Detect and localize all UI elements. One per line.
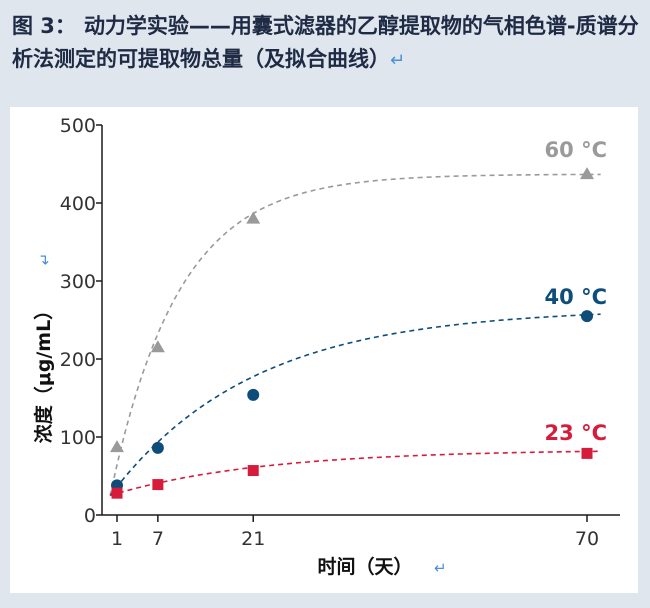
plot-panel: 0 100 200 300 400 500 1 7 21 70 60 °C 40 °C 23 °C … — [10, 107, 638, 593]
data-point-40c — [151, 441, 164, 454]
data-point-40c — [581, 310, 593, 323]
x-axis-label: 时间（天） — [317, 555, 412, 578]
series-label-23c: 23 °C — [545, 421, 607, 445]
data-points — [110, 167, 594, 499]
data-point-23c — [247, 465, 259, 477]
y-tick-label: 100 — [60, 427, 96, 449]
data-point-60c — [580, 167, 594, 180]
y-ticks: 0 100 200 300 400 500 — [60, 115, 102, 527]
x-ticks: 1 7 21 70 — [111, 515, 599, 550]
data-point-60c — [246, 211, 261, 224]
series-label-40c: 40 °C — [545, 285, 607, 309]
figure-number: 图 3： — [12, 14, 76, 38]
fit-curves — [109, 173, 601, 497]
figure-caption: 图 3： 动力学实验——用囊式滤器的乙醇提取物的气相色谱-质谱分析法测定的可提取物… — [12, 10, 640, 77]
data-point-23c — [111, 487, 123, 499]
x-tick-label: 7 — [152, 528, 164, 550]
data-point-23c — [581, 447, 593, 459]
axes — [101, 125, 620, 516]
fit-curve-40c — [109, 313, 601, 496]
y-tick-label: 300 — [60, 271, 96, 293]
series-label-60c: 60 °C — [545, 138, 607, 162]
fit-curve-60c — [109, 173, 601, 496]
y-tick-label: 400 — [60, 193, 96, 215]
data-point-40c — [247, 388, 260, 401]
y-tick-label: 0 — [84, 505, 96, 527]
y-tick-label: 200 — [60, 349, 96, 371]
data-point-60c — [150, 340, 165, 353]
y-label-return-mark-icon: ↵ — [36, 253, 54, 266]
data-point-60c — [110, 440, 124, 453]
x-tick-label: 21 — [241, 528, 265, 550]
data-point-23c — [152, 479, 164, 491]
series-labels: 60 °C 40 °C 23 °C — [545, 138, 607, 445]
x-label-return-mark-icon: ↵ — [434, 559, 447, 577]
caption-text: 动力学实验——用囊式滤器的乙醇提取物的气相色谱-质谱分析法测定的可提取物总量（及… — [12, 14, 639, 71]
return-mark-icon: ↵ — [390, 50, 406, 71]
y-tick-label: 500 — [60, 115, 96, 137]
y-axis-label: 浓度（μg/mL） — [32, 301, 55, 443]
x-tick-label: 70 — [575, 528, 599, 550]
x-tick-label: 1 — [111, 528, 123, 550]
fit-curve-23c — [109, 450, 601, 497]
